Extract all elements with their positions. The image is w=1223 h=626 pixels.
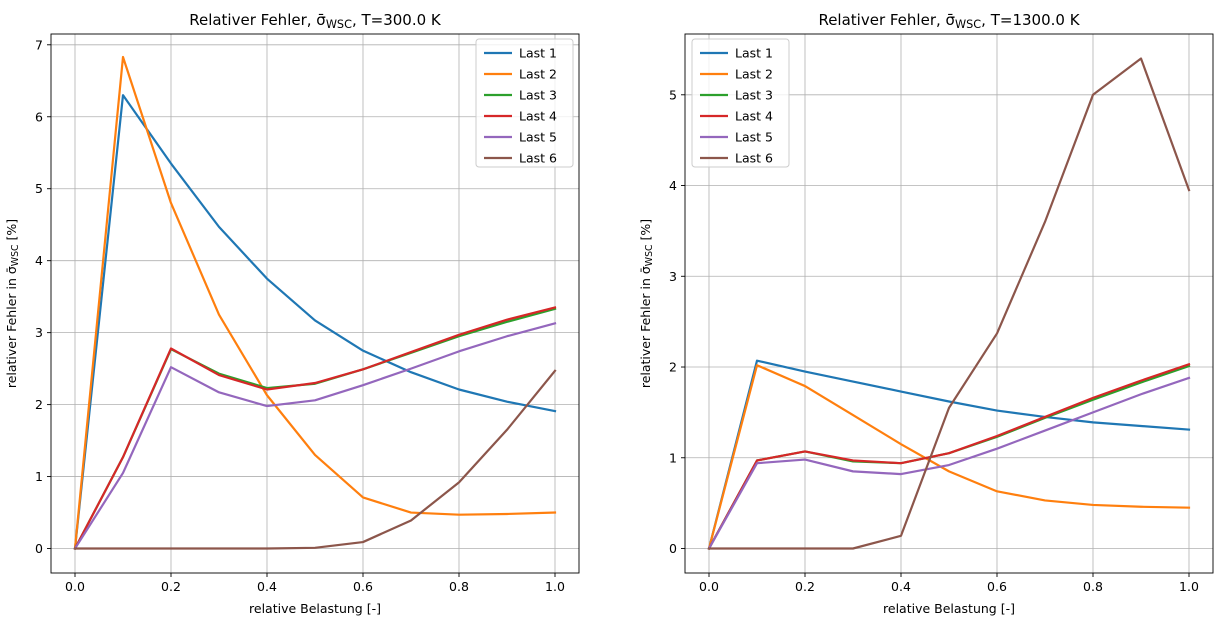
legend-entry: Last 2: [735, 67, 773, 82]
plot-frame: [684, 33, 1214, 574]
legend-entry: Last 3: [519, 88, 557, 103]
legend-box: [691, 38, 790, 168]
legend-entry: Last 6: [735, 151, 773, 166]
y-tick-label: 5: [669, 87, 677, 102]
legend-entry: Last 5: [519, 130, 557, 145]
x-tick-label: 0.0: [699, 579, 719, 594]
legend-box: [475, 38, 574, 168]
series-lines: [707, 57, 1191, 550]
y-tick-label: 0: [669, 541, 677, 556]
legend-entry: Last 1: [519, 46, 557, 61]
x-tick-label: 0.8: [449, 579, 469, 594]
x-tick-label: 0.2: [161, 579, 181, 594]
y-tick-label: 4: [669, 178, 677, 193]
plot-frame: [50, 33, 580, 574]
x-tick-label: 0.4: [891, 579, 911, 594]
series-line-last-2: [707, 364, 1191, 550]
y-tick-label: 3: [35, 325, 43, 340]
series-line-last-4: [73, 306, 557, 551]
y-tick-label: 3: [669, 269, 677, 284]
y-tick-label: 2: [35, 397, 43, 412]
x-tick-label: 1.0: [545, 579, 565, 594]
x-tick-label: 0.6: [353, 579, 373, 594]
chart-1: 0.0 0.2 0.4 0.6 0.8 1.0 0 1 2 3 4 5 6 7 Relativer Fehl…: [4, 11, 580, 616]
legend-entry: Last 5: [735, 130, 773, 145]
x-tick-label: 0.2: [795, 579, 815, 594]
x-axis-label: relative Belastung [-]: [249, 601, 381, 616]
x-tick-label: 0.0: [65, 579, 85, 594]
series-lines: [73, 55, 557, 551]
y-tick-label: 5: [35, 181, 43, 196]
legend-entry: Last 2: [519, 67, 557, 82]
x-tick-label: 0.6: [987, 579, 1007, 594]
x-axis: 0.0 0.2 0.4 0.6 0.8 1.0: [699, 573, 1199, 594]
series-line-last-4: [707, 362, 1191, 550]
y-tick-label: 6: [35, 109, 43, 124]
y-tick-label: 1: [35, 469, 43, 484]
series-line-last-6: [707, 57, 1191, 550]
y-axis: 0 1 2 3 4 5 6 7: [35, 37, 51, 556]
series-line-last-1: [73, 94, 557, 550]
x-tick-label: 0.4: [257, 579, 277, 594]
y-axis: 0 1 2 3 4 5: [669, 87, 685, 556]
legend-entry: Last 1: [735, 46, 773, 61]
y-axis-label: relativer Fehler in σ̄WSC [%]: [638, 219, 655, 388]
series-line-last-3: [707, 364, 1191, 550]
chart-title: Relativer Fehler, σ̄WSC, T=300.0 K: [189, 11, 442, 31]
y-tick-label: 0: [35, 541, 43, 556]
series-line-last-5: [707, 376, 1191, 550]
legend: Last 1 Last 2 Last 3 Last 4 Last 5 Last 6: [475, 38, 574, 168]
legend-entry: Last 4: [735, 109, 773, 124]
legend-entry: Last 3: [735, 88, 773, 103]
x-tick-label: 0.8: [1083, 579, 1103, 594]
series-line-last-5: [73, 321, 557, 551]
x-tick-label: 1.0: [1179, 579, 1199, 594]
series-line-last-1: [707, 359, 1191, 550]
y-tick-label: 2: [669, 360, 677, 375]
x-axis: 0.0 0.2 0.4 0.6 0.8 1.0: [65, 573, 565, 594]
y-tick-label: 4: [35, 253, 43, 268]
y-tick-label: 7: [35, 37, 43, 52]
y-axis-label: relativer Fehler in σ̄WSC [%]: [4, 219, 21, 388]
legend-entry: Last 6: [519, 151, 557, 166]
series-line-last-6: [73, 369, 557, 550]
series-line-last-2: [73, 55, 557, 550]
chart-title: Relativer Fehler, σ̄WSC, T=1300.0 K: [818, 11, 1080, 31]
y-tick-label: 1: [669, 450, 677, 465]
x-axis-label: relative Belastung [-]: [883, 601, 1015, 616]
legend-entry: Last 4: [519, 109, 557, 124]
chart-2: 0.0 0.2 0.4 0.6 0.8 1.0 0 1 2 3 4 5 Relativer Fehler…: [638, 11, 1214, 616]
legend: Last 1 Last 2 Last 3 Last 4 Last 5 Last 6: [691, 38, 790, 168]
